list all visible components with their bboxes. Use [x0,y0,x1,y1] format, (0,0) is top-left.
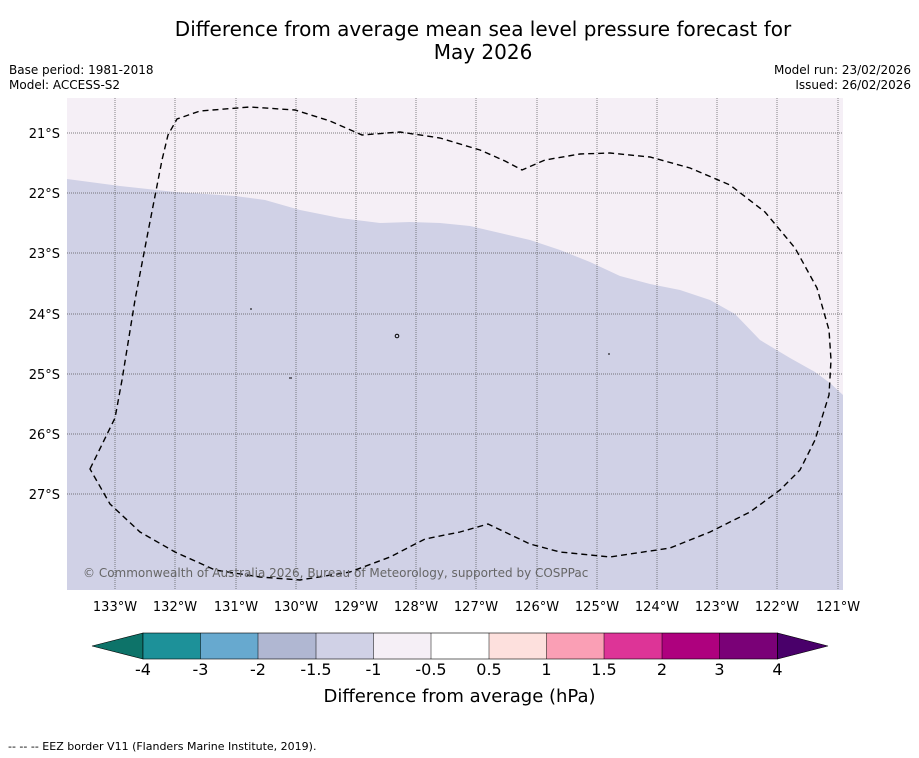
title-line-2: May 2026 [433,40,533,64]
colorbar-segment [431,633,489,659]
anomaly-band-mid [67,179,843,590]
lon-label: 124°W [635,600,679,615]
colorbar-tick: 0.5 [476,660,502,679]
colorbar-tick: -3 [192,660,209,679]
lon-label: 122°W [755,600,799,615]
lon-label: 127°W [454,600,498,615]
map-area [67,98,843,590]
lat-label: 27°S [29,488,60,503]
lon-label: 123°W [695,600,739,615]
copyright-notice: © Commonwealth of Australia 2026, Bureau… [83,566,588,580]
lon-label: 133°W [93,600,137,615]
lon-label: 128°W [394,600,438,615]
lat-label: 24°S [29,308,60,323]
model-run: Model run: 23/02/2026 [773,63,911,77]
lat-label: 26°S [29,428,60,443]
colorbar-arrow-left [91,632,144,660]
lon-gridlines [114,98,839,590]
lat-label: 25°S [29,368,60,383]
colorbar-tick: 4 [772,660,783,679]
issued-date: Issued: 26/02/2026 [795,78,911,92]
colorbar-tick: 3 [714,660,725,679]
colorbar-tick: -1 [365,660,382,679]
colorbar-segment [604,633,662,659]
colorbar-tick: 2 [656,660,668,679]
colorbar-segment [373,633,431,659]
colorbar-frame [142,632,778,660]
colorbar-segment [200,633,258,659]
colorbar-dividers [200,633,720,659]
lat-label: 23°S [29,247,60,262]
colorbar-segment [258,633,316,659]
lon-label: 129°W [334,600,378,615]
lon-label: 126°W [515,600,559,615]
colorbar-tick: -1.5 [300,660,332,679]
lon-label: 121°W [816,600,860,615]
lon-labels: 133°W 132°W 131°W 130°W 129°W 128°W 127°… [93,600,860,615]
colorbar-segment [316,633,374,659]
colorbar [91,632,829,660]
lon-label: 125°W [575,600,619,615]
lat-label: 21°S [29,127,60,142]
colorbar-arrow-right [777,632,829,660]
small-islands [250,308,610,379]
colorbar-tick: 1.5 [591,660,617,679]
meta-left: Base period: 1981-2018 Model: ACCESS-S2 [9,63,154,93]
lat-label: 22°S [29,187,60,202]
colorbar-label: Difference from average (hPa) [323,686,596,707]
colorbar-segment [662,633,720,659]
eez-legend: -- -- -- EEZ border V11 (Flanders Marine… [8,740,317,753]
colorbar-tick: -2 [250,660,266,679]
colorbar-segment [719,633,778,659]
chart-title: Difference from average mean sea level p… [0,18,919,64]
title-line-1: Difference from average mean sea level p… [174,17,792,41]
model-name: Model: ACCESS-S2 [9,78,121,92]
lat-labels: 21°S 22°S 23°S 24°S 25°S 26°S 27°S [29,127,60,503]
base-period: Base period: 1981-2018 [9,63,154,77]
colorbar-tick: -0.5 [415,660,447,679]
colorbar-segment [489,633,547,659]
lon-label: 130°W [274,600,318,615]
colorbar-segment [546,633,604,659]
colorbar-tick: 1 [541,660,552,679]
lat-gridlines [67,132,843,495]
lon-label: 131°W [214,600,258,615]
lon-label: 132°W [153,600,197,615]
colorbar-segment [143,633,201,659]
colorbar-tick: -4 [135,660,151,679]
eez-border [89,106,832,581]
meta-right: Model run: 23/02/2026 Issued: 26/02/2026 [774,63,911,93]
